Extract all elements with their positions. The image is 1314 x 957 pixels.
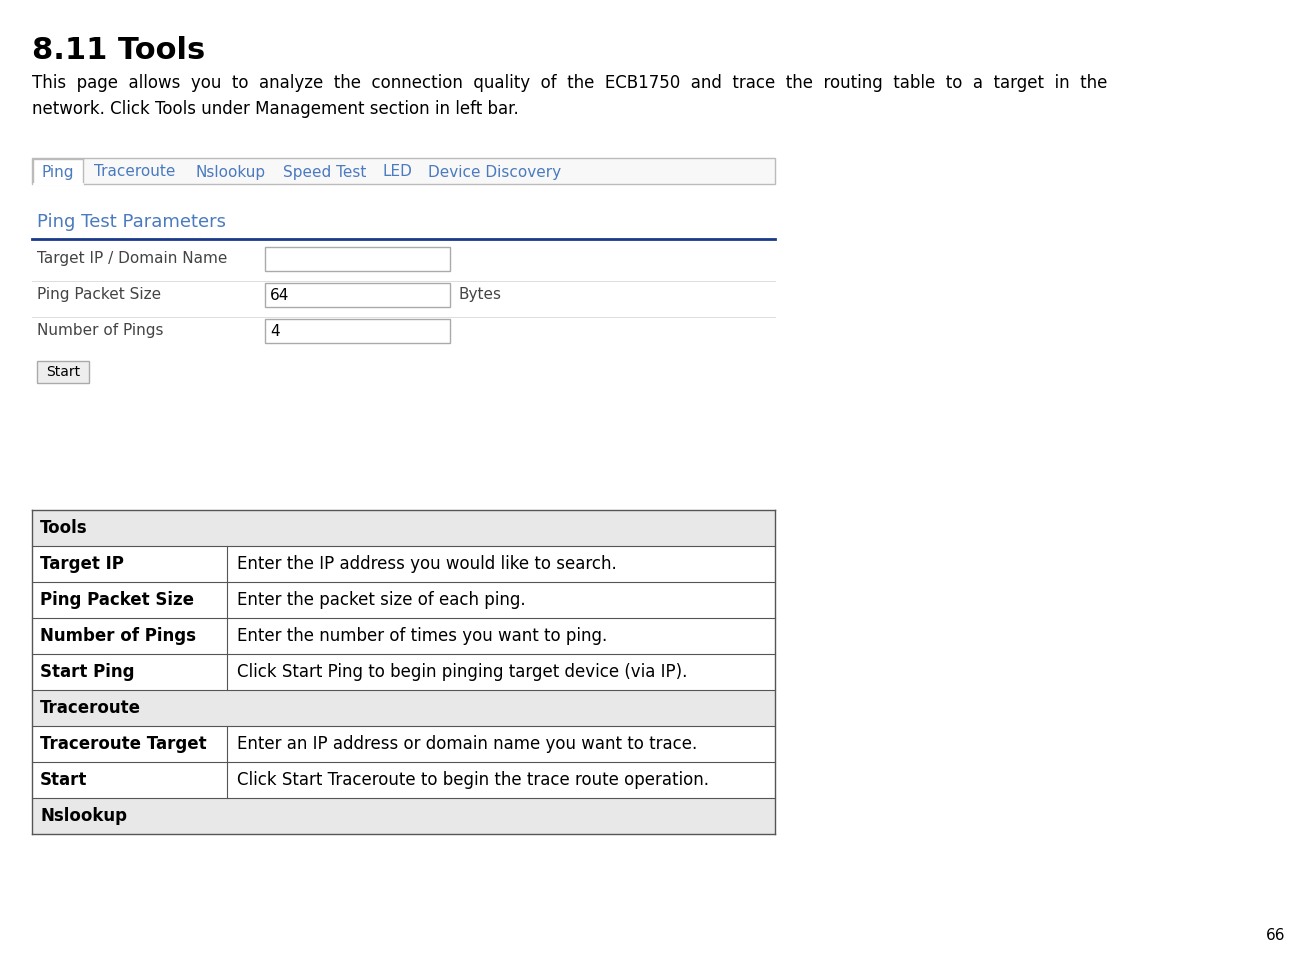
Text: LED: LED: [382, 165, 411, 180]
Bar: [33, 159, 83, 184]
Text: Traceroute: Traceroute: [39, 699, 141, 717]
Text: network. Click Tools under Management section in left bar.: network. Click Tools under Management se…: [32, 100, 519, 118]
Text: Target IP / Domain Name: Target IP / Domain Name: [37, 252, 227, 266]
Text: This  page  allows  you  to  analyze  the  connection  quality  of  the  ECB1750: This page allows you to analyze the conn…: [32, 74, 1108, 92]
Text: 66: 66: [1265, 928, 1285, 943]
Text: Start: Start: [46, 365, 80, 379]
Text: Enter an IP address or domain name you want to trace.: Enter an IP address or domain name you w…: [237, 735, 698, 753]
Bar: [32, 582, 775, 618]
Bar: [265, 283, 449, 307]
Text: Enter the number of times you want to ping.: Enter the number of times you want to pi…: [237, 627, 607, 645]
Bar: [32, 798, 775, 834]
Text: Ping: Ping: [42, 165, 75, 180]
Text: Enter the IP address you would like to search.: Enter the IP address you would like to s…: [237, 555, 616, 573]
Text: Target IP: Target IP: [39, 555, 124, 573]
Bar: [32, 618, 775, 654]
Bar: [32, 510, 775, 546]
Bar: [37, 361, 89, 383]
Text: Start: Start: [39, 771, 87, 789]
Bar: [32, 690, 775, 726]
Text: Bytes: Bytes: [459, 287, 501, 302]
Text: Enter the packet size of each ping.: Enter the packet size of each ping.: [237, 591, 526, 609]
Text: Speed Test: Speed Test: [284, 165, 367, 180]
Bar: [32, 726, 775, 762]
Text: Traceroute Target: Traceroute Target: [39, 735, 206, 753]
Text: Nslookup: Nslookup: [196, 165, 265, 180]
Text: Nslookup: Nslookup: [39, 807, 127, 825]
Text: Device Discovery: Device Discovery: [428, 165, 561, 180]
Bar: [32, 654, 775, 690]
Bar: [32, 158, 775, 184]
Bar: [32, 762, 775, 798]
Text: Number of Pings: Number of Pings: [39, 627, 196, 645]
Text: Tools: Tools: [39, 519, 88, 537]
Text: 64: 64: [269, 287, 289, 302]
Text: Ping Packet Size: Ping Packet Size: [37, 287, 162, 302]
Bar: [265, 319, 449, 343]
Text: Traceroute: Traceroute: [95, 165, 176, 180]
Text: Start Ping: Start Ping: [39, 663, 134, 681]
Text: Ping Test Parameters: Ping Test Parameters: [37, 213, 226, 231]
Text: Number of Pings: Number of Pings: [37, 323, 163, 339]
Text: Ping Packet Size: Ping Packet Size: [39, 591, 194, 609]
Text: Click Start Ping to begin pinging target device (via IP).: Click Start Ping to begin pinging target…: [237, 663, 687, 681]
Bar: [32, 546, 775, 582]
Text: 8.11 Tools: 8.11 Tools: [32, 36, 205, 65]
Text: 4: 4: [269, 323, 280, 339]
Text: Click Start Traceroute to begin the trace route operation.: Click Start Traceroute to begin the trac…: [237, 771, 710, 789]
Bar: [265, 247, 449, 271]
